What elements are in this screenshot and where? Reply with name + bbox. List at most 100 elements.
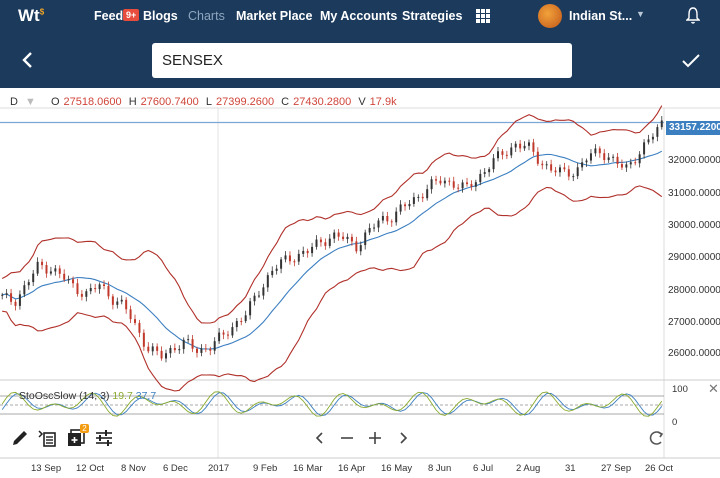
candle-body bbox=[297, 253, 300, 262]
candle-body bbox=[195, 348, 198, 353]
candle-body bbox=[386, 216, 389, 222]
oscillator-d-value: 37.7 bbox=[135, 390, 157, 402]
candle-body bbox=[501, 151, 504, 155]
chevron-down-icon[interactable]: ▼ bbox=[636, 9, 645, 19]
candle-body bbox=[638, 154, 641, 164]
stoch-k-line bbox=[1, 391, 663, 417]
osc-y-tick: 100 bbox=[672, 384, 688, 395]
account-selector[interactable]: Indian St... bbox=[569, 9, 633, 23]
candle-body bbox=[41, 261, 44, 266]
candle-body bbox=[603, 153, 606, 161]
candle-body bbox=[187, 339, 190, 341]
candle-body bbox=[612, 156, 615, 158]
y-tick-label: 29000.0000 bbox=[668, 252, 720, 263]
reset-icon[interactable] bbox=[646, 428, 666, 448]
candle-body bbox=[359, 245, 362, 252]
moving-average-line bbox=[2, 150, 663, 350]
candle-body bbox=[67, 279, 70, 281]
settings-sliders-icon[interactable] bbox=[94, 428, 114, 448]
y-tick-label: 30000.0000 bbox=[668, 220, 720, 231]
candle-body bbox=[598, 148, 601, 154]
candle-body bbox=[390, 221, 393, 223]
checkmark-icon[interactable] bbox=[681, 53, 701, 69]
candle-body bbox=[337, 232, 340, 237]
candle-body bbox=[576, 167, 579, 177]
candle-body bbox=[244, 315, 247, 322]
candle-body bbox=[408, 203, 411, 207]
price-chart-svg[interactable] bbox=[0, 88, 720, 478]
candle-body bbox=[249, 301, 252, 316]
volume-value: 17.9k bbox=[369, 96, 397, 108]
avatar[interactable] bbox=[538, 4, 562, 28]
candle-body bbox=[558, 167, 561, 173]
nav-strategies[interactable]: Strategies bbox=[402, 9, 463, 23]
bell-icon[interactable] bbox=[686, 7, 700, 25]
candle-body bbox=[63, 273, 66, 280]
candle-body bbox=[474, 182, 477, 187]
chevron-right-icon[interactable] bbox=[393, 428, 413, 448]
candle-body bbox=[479, 173, 482, 183]
x-tick-label: 2017 bbox=[208, 463, 230, 474]
logo[interactable]: Wt$ bbox=[18, 6, 45, 25]
zoom-out-icon[interactable] bbox=[337, 428, 357, 448]
candle-body bbox=[523, 145, 526, 149]
candle-body bbox=[395, 211, 398, 223]
candle-body bbox=[541, 163, 544, 166]
candle-body bbox=[94, 288, 97, 290]
y-tick-label: 28000.0000 bbox=[668, 285, 720, 296]
candle-body bbox=[45, 265, 48, 274]
close-indicator-icon[interactable]: ✕ bbox=[708, 381, 719, 396]
watchlist-icon[interactable] bbox=[37, 428, 57, 448]
candle-body bbox=[10, 293, 13, 302]
nav-blogs[interactable]: Blogs bbox=[143, 9, 178, 23]
candle-body bbox=[204, 348, 207, 350]
candle-body bbox=[404, 204, 407, 207]
candle-body bbox=[328, 238, 331, 246]
apps-grid-icon[interactable] bbox=[476, 9, 490, 23]
nav-charts[interactable]: Charts bbox=[188, 9, 225, 23]
zoom-in-icon[interactable] bbox=[365, 428, 385, 448]
stoch-d-line bbox=[1, 392, 663, 417]
add-indicator-icon[interactable] bbox=[66, 428, 86, 448]
candle-body bbox=[399, 204, 402, 212]
nav-my-accounts[interactable]: My Accounts bbox=[320, 9, 398, 23]
candle-body bbox=[483, 172, 486, 174]
candle-body bbox=[200, 348, 203, 353]
y-tick-label: 31000.0000 bbox=[668, 188, 720, 199]
nav-feed[interactable]: Feed bbox=[94, 9, 124, 23]
bollinger-upper-band bbox=[1, 105, 663, 324]
candle-body bbox=[151, 346, 154, 352]
candle-body bbox=[36, 261, 39, 274]
candle-body bbox=[80, 293, 83, 297]
x-tick-label: 13 Sep bbox=[31, 463, 62, 474]
symbol-search-input[interactable] bbox=[152, 43, 572, 78]
candle-body bbox=[430, 179, 433, 190]
chevron-left-icon[interactable] bbox=[310, 428, 330, 448]
oscillator-label: StoOscSlow (14, 3) 19.7 37.7 bbox=[19, 390, 156, 402]
top-nav: Wt$ Feed 9+ Blogs Charts Market Place My… bbox=[0, 0, 720, 33]
close-label: C bbox=[281, 96, 290, 108]
candle-body bbox=[554, 170, 557, 173]
candle-body bbox=[492, 158, 495, 170]
chart-area[interactable]: D ▼ O 27518.0600 H 27600.7400 L 27399.2600 … bbox=[0, 88, 720, 478]
candle-body bbox=[342, 236, 345, 240]
candle-body bbox=[284, 255, 287, 260]
candle-body bbox=[14, 301, 17, 306]
candle-body bbox=[271, 270, 274, 276]
nav-market-place[interactable]: Market Place bbox=[236, 9, 313, 23]
candle-body bbox=[607, 157, 610, 161]
high-value: 27600.7400 bbox=[140, 96, 199, 108]
candle-body bbox=[182, 339, 185, 350]
interval-label[interactable]: D bbox=[10, 96, 18, 108]
pencil-icon[interactable] bbox=[10, 428, 30, 448]
candle-body bbox=[262, 287, 265, 296]
x-tick-label: 27 Sep bbox=[601, 463, 632, 474]
close-value: 27430.2800 bbox=[293, 96, 352, 108]
x-tick-label: 2 Aug bbox=[516, 463, 541, 474]
candle-body bbox=[350, 236, 353, 242]
candle-body bbox=[616, 156, 619, 165]
candle-body bbox=[125, 299, 128, 310]
back-arrow-icon[interactable] bbox=[18, 50, 38, 70]
volume-label: V bbox=[358, 96, 366, 108]
interval-caret-icon[interactable]: ▼ bbox=[25, 96, 36, 108]
